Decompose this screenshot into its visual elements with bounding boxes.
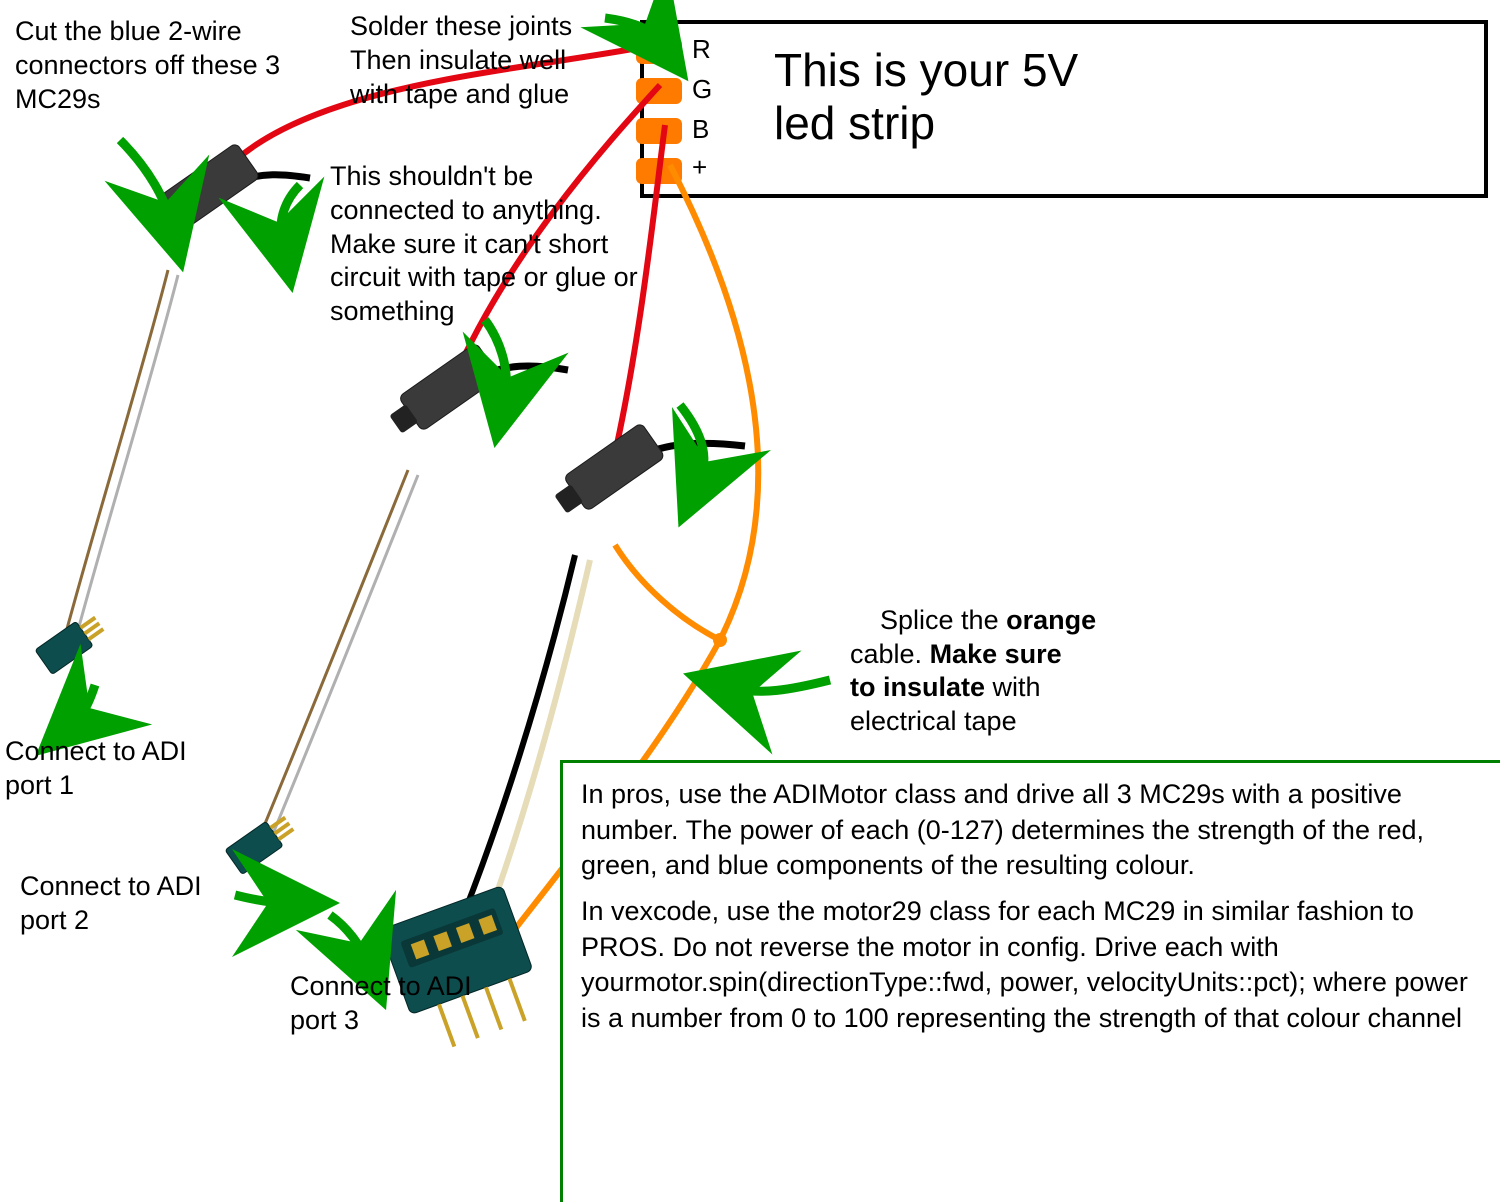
annotation-no-connect: This shouldn't be connected to anything.… <box>330 160 638 329</box>
adi-plug-2 <box>225 811 298 875</box>
arrow-adi3 <box>330 915 366 960</box>
mc1-tail-wire-a <box>60 270 168 655</box>
arrow-adi1 <box>76 685 95 720</box>
instructions-box: In pros, use the ADIMotor class and driv… <box>560 760 1500 1202</box>
mc3-tail-black <box>445 555 575 960</box>
arrow-noconn-1 <box>281 185 300 240</box>
arrow-adi2 <box>235 895 286 903</box>
instructions-p2: In vexcode, use the motor29 class for ea… <box>581 894 1482 1037</box>
arrow-noconn-2 <box>485 320 506 395</box>
arrow-noconn-3 <box>680 405 704 478</box>
annotation-adi1: Connect to ADI port 1 <box>5 735 187 803</box>
black-stub-1 <box>228 175 310 185</box>
mc1-tail-wire-b <box>70 275 178 660</box>
mc2-tail-wire-a <box>252 470 408 855</box>
orange-wire-branch <box>615 545 720 640</box>
mc29-module-3 <box>549 423 666 522</box>
led-pad-b <box>636 118 682 144</box>
arrow-splice <box>735 680 830 691</box>
black-stub-2 <box>468 366 568 385</box>
led-pad-plus <box>636 158 682 184</box>
black-stub-3 <box>633 443 745 460</box>
annotation-solder: Solder these joints Then insulate well w… <box>350 10 572 111</box>
instructions-p1: In pros, use the ADIMotor class and driv… <box>581 777 1482 884</box>
mc29-module-2 <box>384 343 501 442</box>
orange-wire-plus <box>670 165 758 640</box>
annotation-splice-orange: Splice the orange cable. Make sure to in… <box>850 570 1096 773</box>
annotation-adi3: Connect to ADI port 3 <box>290 970 472 1038</box>
diagram-canvas: This is your 5V led strip R G B + <box>0 0 1500 1202</box>
led-pad-g-label: G <box>692 74 712 105</box>
led-pad-r <box>636 38 682 64</box>
annotation-adi2: Connect to ADI port 2 <box>20 870 202 938</box>
mc29-module-1 <box>144 143 261 242</box>
splice-text-bold1: orange <box>1006 605 1096 635</box>
splice-text-pre: Splice the <box>880 605 1006 635</box>
led-pad-r-label: R <box>692 34 711 65</box>
splice-text-mid: cable. <box>850 639 930 669</box>
mc2-tail-wire-b <box>262 475 418 860</box>
arrow-cut-blue <box>120 140 170 220</box>
annotation-cut-blue: Cut the blue 2-wire connectors off these… <box>15 15 280 116</box>
led-pad-b-label: B <box>692 114 709 145</box>
led-pad-plus-label: + <box>692 152 707 183</box>
led-strip-box: This is your 5V led strip R G B + <box>640 20 1488 198</box>
adi-plug-1 <box>35 611 108 675</box>
led-pad-g <box>636 78 682 104</box>
orange-splice-node <box>713 633 727 647</box>
led-strip-title: This is your 5V led strip <box>774 44 1078 150</box>
